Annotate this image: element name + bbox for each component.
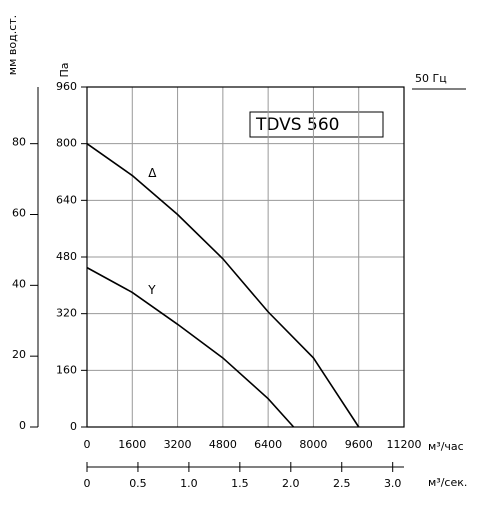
y-tick-label: 960 bbox=[56, 80, 77, 93]
x-tick-label: 1600 bbox=[118, 438, 146, 451]
y2-label: мм вод.ст. bbox=[6, 15, 19, 75]
y-tick-label: 160 bbox=[56, 363, 77, 376]
title-box bbox=[249, 111, 384, 138]
y2-tick-label: 0 bbox=[19, 419, 26, 432]
x2-tick-label: 2.0 bbox=[282, 477, 300, 490]
x-tick-label: 9600 bbox=[345, 438, 373, 451]
x-tick-label: 6400 bbox=[254, 438, 282, 451]
y2-tick-label: 80 bbox=[12, 136, 26, 149]
y-tick-label: 480 bbox=[56, 250, 77, 263]
chart-title: TDVS 560 bbox=[255, 115, 339, 135]
curve-label: Y bbox=[147, 283, 156, 297]
x2-label: м³/сек. bbox=[428, 476, 467, 489]
y2-tick-label: 20 bbox=[12, 348, 26, 361]
curve bbox=[86, 266, 295, 428]
y-tick-label: 640 bbox=[56, 193, 77, 206]
x-label: м³/час bbox=[428, 440, 464, 453]
x2-tick-label: 1.5 bbox=[231, 477, 249, 490]
y-tick-label: 0 bbox=[70, 420, 77, 433]
plot-frame bbox=[86, 86, 405, 428]
x2-tick-label: 1.0 bbox=[180, 477, 198, 490]
x-tick-label: 4800 bbox=[209, 438, 237, 451]
y-tick-label: 800 bbox=[56, 137, 77, 150]
y2-tick-label: 60 bbox=[12, 207, 26, 220]
x-tick-label: 11200 bbox=[387, 438, 422, 451]
y2-tick-label: 40 bbox=[12, 277, 26, 290]
y-label: Па bbox=[58, 62, 71, 77]
x-tick-label: 0 bbox=[84, 438, 91, 451]
subtitle: 50 Гц bbox=[415, 72, 447, 85]
x2-tick-label: 0 bbox=[84, 477, 91, 490]
x2-tick-label: 0.5 bbox=[129, 477, 147, 490]
y-tick-label: 320 bbox=[56, 307, 77, 320]
curve-label: Δ bbox=[148, 166, 157, 180]
x-tick-label: 3200 bbox=[164, 438, 192, 451]
x2-tick-label: 3.0 bbox=[384, 477, 402, 490]
x-tick-label: 8000 bbox=[299, 438, 327, 451]
x2-tick-label: 2.5 bbox=[333, 477, 351, 490]
curve bbox=[86, 143, 360, 428]
